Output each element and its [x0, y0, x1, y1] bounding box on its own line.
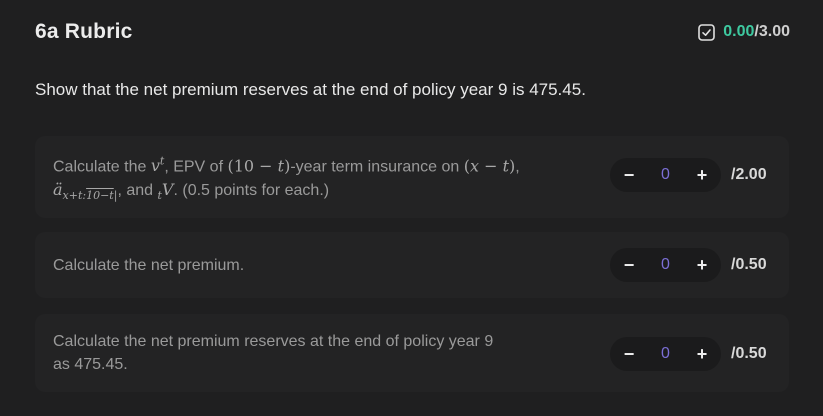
- plus-button-2[interactable]: +: [696, 254, 708, 275]
- math-reserve: tV: [157, 180, 174, 203]
- score-separator: /: [754, 23, 759, 40]
- score-stepper-1[interactable]: − 0 +: [610, 158, 721, 192]
- max-points-1: /2.00: [731, 166, 767, 183]
- rubric-item-1: Calculate the vt, EPV of (10 − t)-year t…: [35, 136, 789, 218]
- item-1-text-part: ,: [515, 158, 520, 176]
- max-points-2: /0.50: [731, 256, 767, 273]
- rubric-item-3-text: Calculate the net premium reserves at th…: [53, 330, 573, 376]
- rubric-item-2: Calculate the net premium. − 0 + /0.50: [35, 232, 789, 298]
- plus-button-3[interactable]: +: [696, 343, 708, 364]
- math-v-t: vt: [150, 155, 165, 176]
- rubric-header: 6a Rubric 0.00/3.00: [35, 20, 790, 44]
- rubric-prompt: Show that the net premium reserves at th…: [35, 80, 586, 99]
- item-3-line-1: Calculate the net premium reserves at th…: [53, 333, 494, 350]
- score-value-2[interactable]: 0: [661, 256, 670, 273]
- item-3-line-2: as 475.45.: [53, 356, 128, 373]
- math-10-minus-t: (10 − t): [227, 156, 291, 176]
- item-1-text-part: -year term insurance on: [290, 158, 464, 176]
- minus-button-3[interactable]: −: [623, 343, 635, 364]
- plus-button-1[interactable]: +: [696, 164, 708, 185]
- score-value-1[interactable]: 0: [661, 166, 670, 183]
- score-current: 0.00: [723, 23, 755, 40]
- math-annuity: äx+t:10−t|: [53, 180, 118, 203]
- checkbox-icon: [698, 23, 716, 41]
- math-x-minus-t: (x − t): [463, 156, 516, 176]
- score-stepper-2[interactable]: − 0 +: [610, 248, 721, 282]
- item-1-text-part: . (0.5 points for each.): [173, 182, 330, 200]
- score-stepper-3[interactable]: − 0 +: [610, 337, 721, 371]
- max-points-3: /0.50: [731, 345, 767, 362]
- item-1-text-part: , EPV of: [164, 158, 228, 176]
- rubric-item-2-text: Calculate the net premium.: [53, 257, 245, 274]
- minus-button-2[interactable]: −: [623, 254, 635, 275]
- item-1-text-part: Calculate the: [53, 158, 151, 176]
- item-1-text-part: and: [126, 182, 158, 200]
- rubric-score: 0.00/3.00: [698, 23, 790, 41]
- rubric-item-3: Calculate the net premium reserves at th…: [35, 314, 789, 392]
- rubric-item-1-text: Calculate the vt, EPV of (10 − t)-year t…: [53, 155, 520, 203]
- minus-button-1[interactable]: −: [623, 164, 635, 185]
- rubric-title: 6a Rubric: [35, 20, 133, 43]
- score-value-3[interactable]: 0: [661, 345, 670, 362]
- score-total: 3.00: [758, 23, 790, 40]
